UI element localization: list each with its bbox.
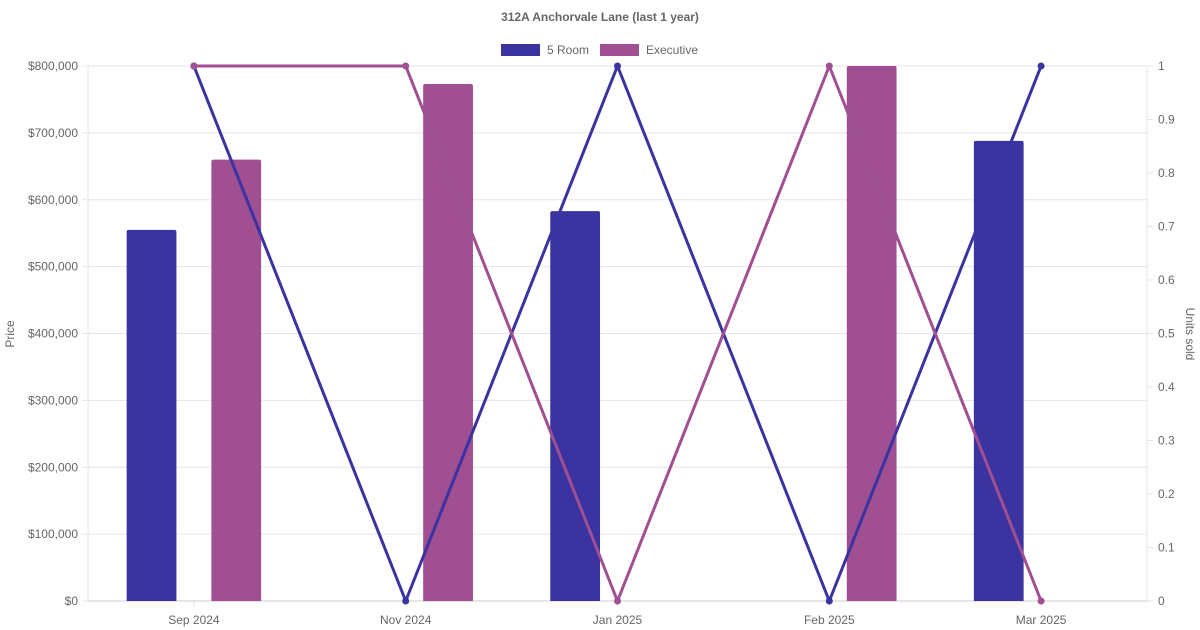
y-left-tick-label: $200,000: [28, 460, 78, 474]
lines: [190, 62, 1045, 605]
x-tick-label: Nov 2024: [380, 613, 432, 627]
y-left-tick-label: $300,000: [28, 393, 78, 407]
bar-executive: [846, 66, 897, 601]
point-executive: [614, 597, 621, 605]
y-right-tick-label: 0.3: [1158, 434, 1175, 448]
y-right-tick-label: 0.5: [1158, 327, 1175, 341]
bar-5-room: [973, 140, 1024, 601]
chart-title: 312A Anchorvale Lane (last 1 year): [501, 10, 699, 24]
legend-item-executive[interactable]: Executive: [600, 43, 698, 57]
y-right-tick-label: 0.2: [1158, 487, 1175, 501]
y-right-tick-label: 0.6: [1158, 273, 1175, 287]
point-5-room: [825, 597, 833, 605]
y-right-tick-label: 0.4: [1158, 380, 1175, 394]
y-right-tick-label: 0.1: [1158, 541, 1175, 555]
point-executive: [1037, 597, 1045, 605]
y-right-tick-label: 0.7: [1158, 220, 1175, 234]
y-left-tick-label: $500,000: [28, 260, 78, 274]
point-5-room: [1037, 62, 1045, 70]
y-left-tick-label: $700,000: [28, 126, 78, 140]
legend-item-5-room[interactable]: 5 Room: [501, 43, 589, 57]
y-left-tick-label: $400,000: [28, 327, 78, 341]
left-axis: $0 $100,000 $200,000 $300,000 $400,000 $500,0…: [28, 59, 78, 608]
y-left-tick-label: $100,000: [28, 527, 78, 541]
legend[interactable]: 5 Room Executive: [501, 43, 698, 57]
y-left-axis-title: Price: [3, 320, 17, 348]
point-executive: [825, 62, 833, 70]
x-axis: Sep 2024 Nov 2024 Jan 2025 Feb 2025 Mar 2025: [168, 613, 1067, 627]
x-tick-label: Mar 2025: [1016, 613, 1067, 627]
bar-5-room: [550, 211, 601, 601]
point-5-room: [402, 597, 410, 605]
legend-label: Executive: [646, 43, 698, 57]
bar-5-room: [126, 229, 177, 601]
y-right-tick-label: 0.8: [1158, 166, 1175, 180]
legend-swatch: [501, 44, 540, 56]
right-axis: 0 0.1 0.2 0.3 0.4 0.5 0.6 0.7 0.8 0.9 1: [1158, 59, 1175, 608]
x-tick-label: Feb 2025: [804, 613, 855, 627]
y-right-tick-label: 1: [1158, 59, 1165, 73]
legend-swatch: [600, 44, 639, 56]
point-executive: [402, 62, 410, 70]
y-right-tick-label: 0.9: [1158, 113, 1175, 127]
point-executive: [190, 62, 198, 70]
y-left-tick-label: $0: [65, 594, 79, 608]
y-left-tick-label: $600,000: [28, 193, 78, 207]
y-right-axis-title: Units sold: [1183, 308, 1197, 361]
point-5-room: [614, 62, 621, 70]
bar-executive: [211, 159, 262, 601]
bar-executive: [423, 84, 473, 601]
x-tick-label: Jan 2025: [593, 613, 643, 627]
x-tick-label: Sep 2024: [168, 613, 220, 627]
y-right-tick-label: 0: [1158, 594, 1165, 608]
y-left-tick-label: $800,000: [28, 59, 78, 73]
bars: [126, 66, 1024, 601]
legend-label: 5 Room: [547, 43, 589, 57]
